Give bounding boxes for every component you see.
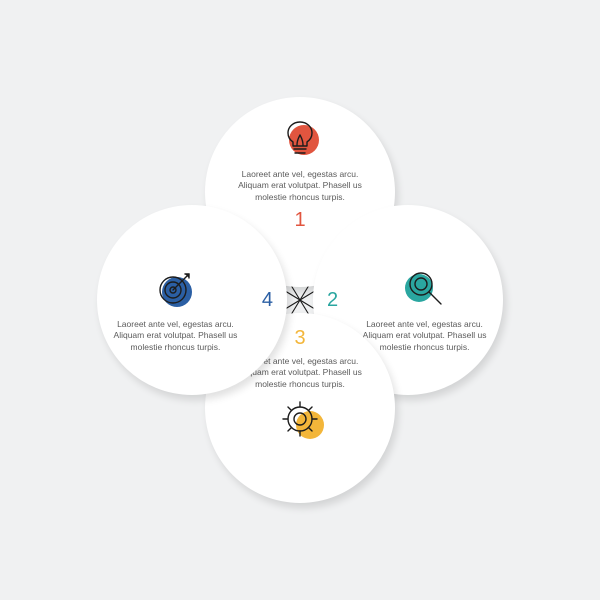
petal-outlines: [0, 0, 600, 600]
step-number: 1: [294, 209, 305, 232]
step-number: 2: [327, 289, 338, 312]
icon-wrap: [277, 396, 323, 442]
step-number: 3: [294, 327, 305, 350]
icon-wrap: [402, 265, 448, 311]
petal-left: Laoreet ante vel, egestas arcu. Aliquam …: [97, 205, 287, 395]
step-number: 4: [262, 289, 273, 312]
magnifier-icon: [402, 265, 448, 311]
icon-wrap: [152, 265, 198, 311]
icon-wrap: [277, 115, 323, 161]
infographic-stage: Laoreet ante vel, egestas arcu. Aliquam …: [0, 0, 600, 600]
step-description: Laoreet ante vel, egestas arcu. Aliquam …: [97, 319, 254, 353]
lightbulb-icon: [277, 115, 323, 161]
step-description: Laoreet ante vel, egestas arcu. Aliquam …: [205, 169, 395, 203]
target-icon: [152, 265, 198, 311]
petal-content: Laoreet ante vel, egestas arcu. Aliquam …: [97, 205, 287, 395]
gear-icon: [277, 396, 323, 442]
